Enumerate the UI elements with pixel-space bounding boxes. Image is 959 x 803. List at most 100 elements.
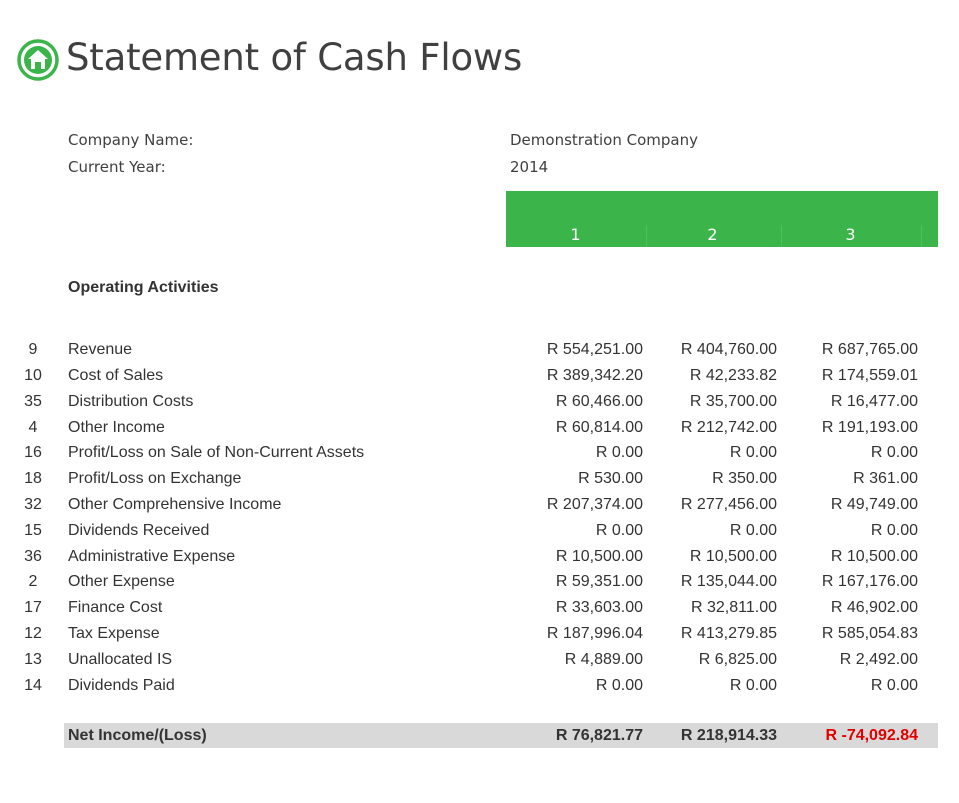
row-label: Finance Cost <box>68 599 163 616</box>
row-number: 9 <box>28 341 38 358</box>
net-income-label: Net Income/(Loss) <box>68 727 207 744</box>
row-value-2: R 32,811.00 <box>691 599 777 616</box>
row-value-2: R 10,500.00 <box>689 548 777 565</box>
net-income-value-3: R -74,092.84 <box>825 727 918 744</box>
table-row: 35 Distribution Costs R 60,466.00 R 35,7… <box>0 391 959 417</box>
table-row: 18 Profit/Loss on Exchange R 530.00 R 35… <box>0 468 959 494</box>
row-value-2: R 35,700.00 <box>689 393 777 410</box>
row-value-1: R 10,500.00 <box>555 548 643 565</box>
row-value-3: R 10,500.00 <box>830 548 918 565</box>
table-row: 14 Dividends Paid R 0.00 R 0.00 R 0.00 <box>0 675 959 701</box>
row-label: Other Expense <box>68 573 175 590</box>
row-value-1: R 389,342.20 <box>546 367 643 384</box>
table-row: 16 Profit/Loss on Sale of Non-Current As… <box>0 442 959 468</box>
row-label: Other Comprehensive Income <box>68 496 282 513</box>
row-value-1: R 0.00 <box>595 444 643 461</box>
row-value-1: R 530.00 <box>578 470 643 487</box>
table-row: 15 Dividends Received R 0.00 R 0.00 R 0.… <box>0 520 959 546</box>
company-name-value: Demonstration Company <box>510 131 698 149</box>
row-number: 32 <box>24 496 42 513</box>
row-number: 14 <box>24 677 42 694</box>
row-number: 10 <box>24 367 42 384</box>
row-number: 15 <box>24 522 42 539</box>
row-number: 16 <box>24 444 42 461</box>
row-value-1: R 4,889.00 <box>564 651 643 668</box>
column-header-2: 2 <box>707 225 718 244</box>
total-row-band <box>64 723 938 748</box>
row-number: 4 <box>28 419 38 436</box>
row-value-3: R 174,559.01 <box>821 367 918 384</box>
net-income-value-1: R 76,821.77 <box>555 727 643 744</box>
row-value-3: R 16,477.00 <box>830 393 918 410</box>
table-row: 13 Unallocated IS R 4,889.00 R 6,825.00 … <box>0 649 959 675</box>
column-divider <box>921 225 922 247</box>
row-value-2: R 135,044.00 <box>680 573 777 590</box>
row-value-3: R 0.00 <box>870 444 918 461</box>
row-value-1: R 59,351.00 <box>555 573 643 590</box>
row-number: 36 <box>24 548 42 565</box>
column-divider <box>781 225 782 247</box>
row-value-2: R 0.00 <box>729 444 777 461</box>
current-year-value: 2014 <box>510 158 549 176</box>
row-label: Tax Expense <box>68 625 160 642</box>
row-value-1: R 187,996.04 <box>546 625 643 642</box>
row-label: Cost of Sales <box>68 367 164 384</box>
table-row: 9 Revenue R 554,251.00 R 404,760.00 R 68… <box>0 339 959 365</box>
row-value-3: R 49,749.00 <box>830 496 918 513</box>
column-header-band <box>506 191 938 247</box>
row-value-1: R 33,603.00 <box>555 599 643 616</box>
company-name-label: Company Name: <box>68 131 194 149</box>
row-label: Unallocated IS <box>68 651 173 668</box>
row-value-3: R 46,902.00 <box>830 599 918 616</box>
net-income-value-2: R 218,914.33 <box>680 727 777 744</box>
table-row: 12 Tax Expense R 187,996.04 R 413,279.85… <box>0 623 959 649</box>
section-title-operating-activities: Operating Activities <box>68 279 219 296</box>
table-row: 4 Other Income R 60,814.00 R 212,742.00 … <box>0 417 959 443</box>
row-value-1: R 0.00 <box>595 522 643 539</box>
table-row: 36 Administrative Expense R 10,500.00 R … <box>0 546 959 572</box>
row-label: Revenue <box>68 341 133 358</box>
row-value-3: R 0.00 <box>870 522 918 539</box>
row-value-2: R 42,233.82 <box>689 367 777 384</box>
page-title: Statement of Cash Flows <box>66 36 523 79</box>
row-label: Dividends Received <box>68 522 210 539</box>
row-number: 2 <box>28 573 38 590</box>
row-value-2: R 212,742.00 <box>680 419 777 436</box>
row-value-2: R 413,279.85 <box>680 625 777 642</box>
row-value-3: R 361.00 <box>853 470 918 487</box>
row-value-3: R 0.00 <box>870 677 918 694</box>
row-value-1: R 60,466.00 <box>555 393 643 410</box>
row-label: Profit/Loss on Exchange <box>68 470 242 487</box>
row-value-2: R 404,760.00 <box>680 341 777 358</box>
row-label: Administrative Expense <box>68 548 236 565</box>
row-label: Profit/Loss on Sale of Non-Current Asset… <box>68 444 365 461</box>
row-value-2: R 0.00 <box>729 522 777 539</box>
row-number: 18 <box>24 470 42 487</box>
column-header-1: 1 <box>570 225 581 244</box>
row-value-2: R 0.00 <box>729 677 777 694</box>
table-row: 32 Other Comprehensive Income R 207,374.… <box>0 494 959 520</box>
row-value-1: R 554,251.00 <box>546 341 643 358</box>
row-value-3: R 191,193.00 <box>821 419 918 436</box>
row-value-2: R 6,825.00 <box>698 651 777 668</box>
row-value-3: R 687,765.00 <box>821 341 918 358</box>
row-number: 12 <box>24 625 42 642</box>
table-row: 10 Cost of Sales R 389,342.20 R 42,233.8… <box>0 365 959 391</box>
current-year-label: Current Year: <box>68 158 166 176</box>
table-row: 2 Other Expense R 59,351.00 R 135,044.00… <box>0 571 959 597</box>
row-value-2: R 350.00 <box>712 470 777 487</box>
row-label: Distribution Costs <box>68 393 194 410</box>
row-label: Other Income <box>68 419 165 436</box>
row-value-3: R 2,492.00 <box>839 651 918 668</box>
row-value-3: R 585,054.83 <box>821 625 918 642</box>
row-value-3: R 167,176.00 <box>821 573 918 590</box>
row-number: 17 <box>24 599 42 616</box>
column-header-3: 3 <box>845 225 856 244</box>
column-divider <box>646 225 647 247</box>
row-value-1: R 60,814.00 <box>555 419 643 436</box>
row-value-1: R 0.00 <box>595 677 643 694</box>
home-icon[interactable] <box>17 39 59 81</box>
row-value-1: R 207,374.00 <box>546 496 643 513</box>
row-label: Dividends Paid <box>68 677 175 694</box>
table-row: 17 Finance Cost R 33,603.00 R 32,811.00 … <box>0 597 959 623</box>
